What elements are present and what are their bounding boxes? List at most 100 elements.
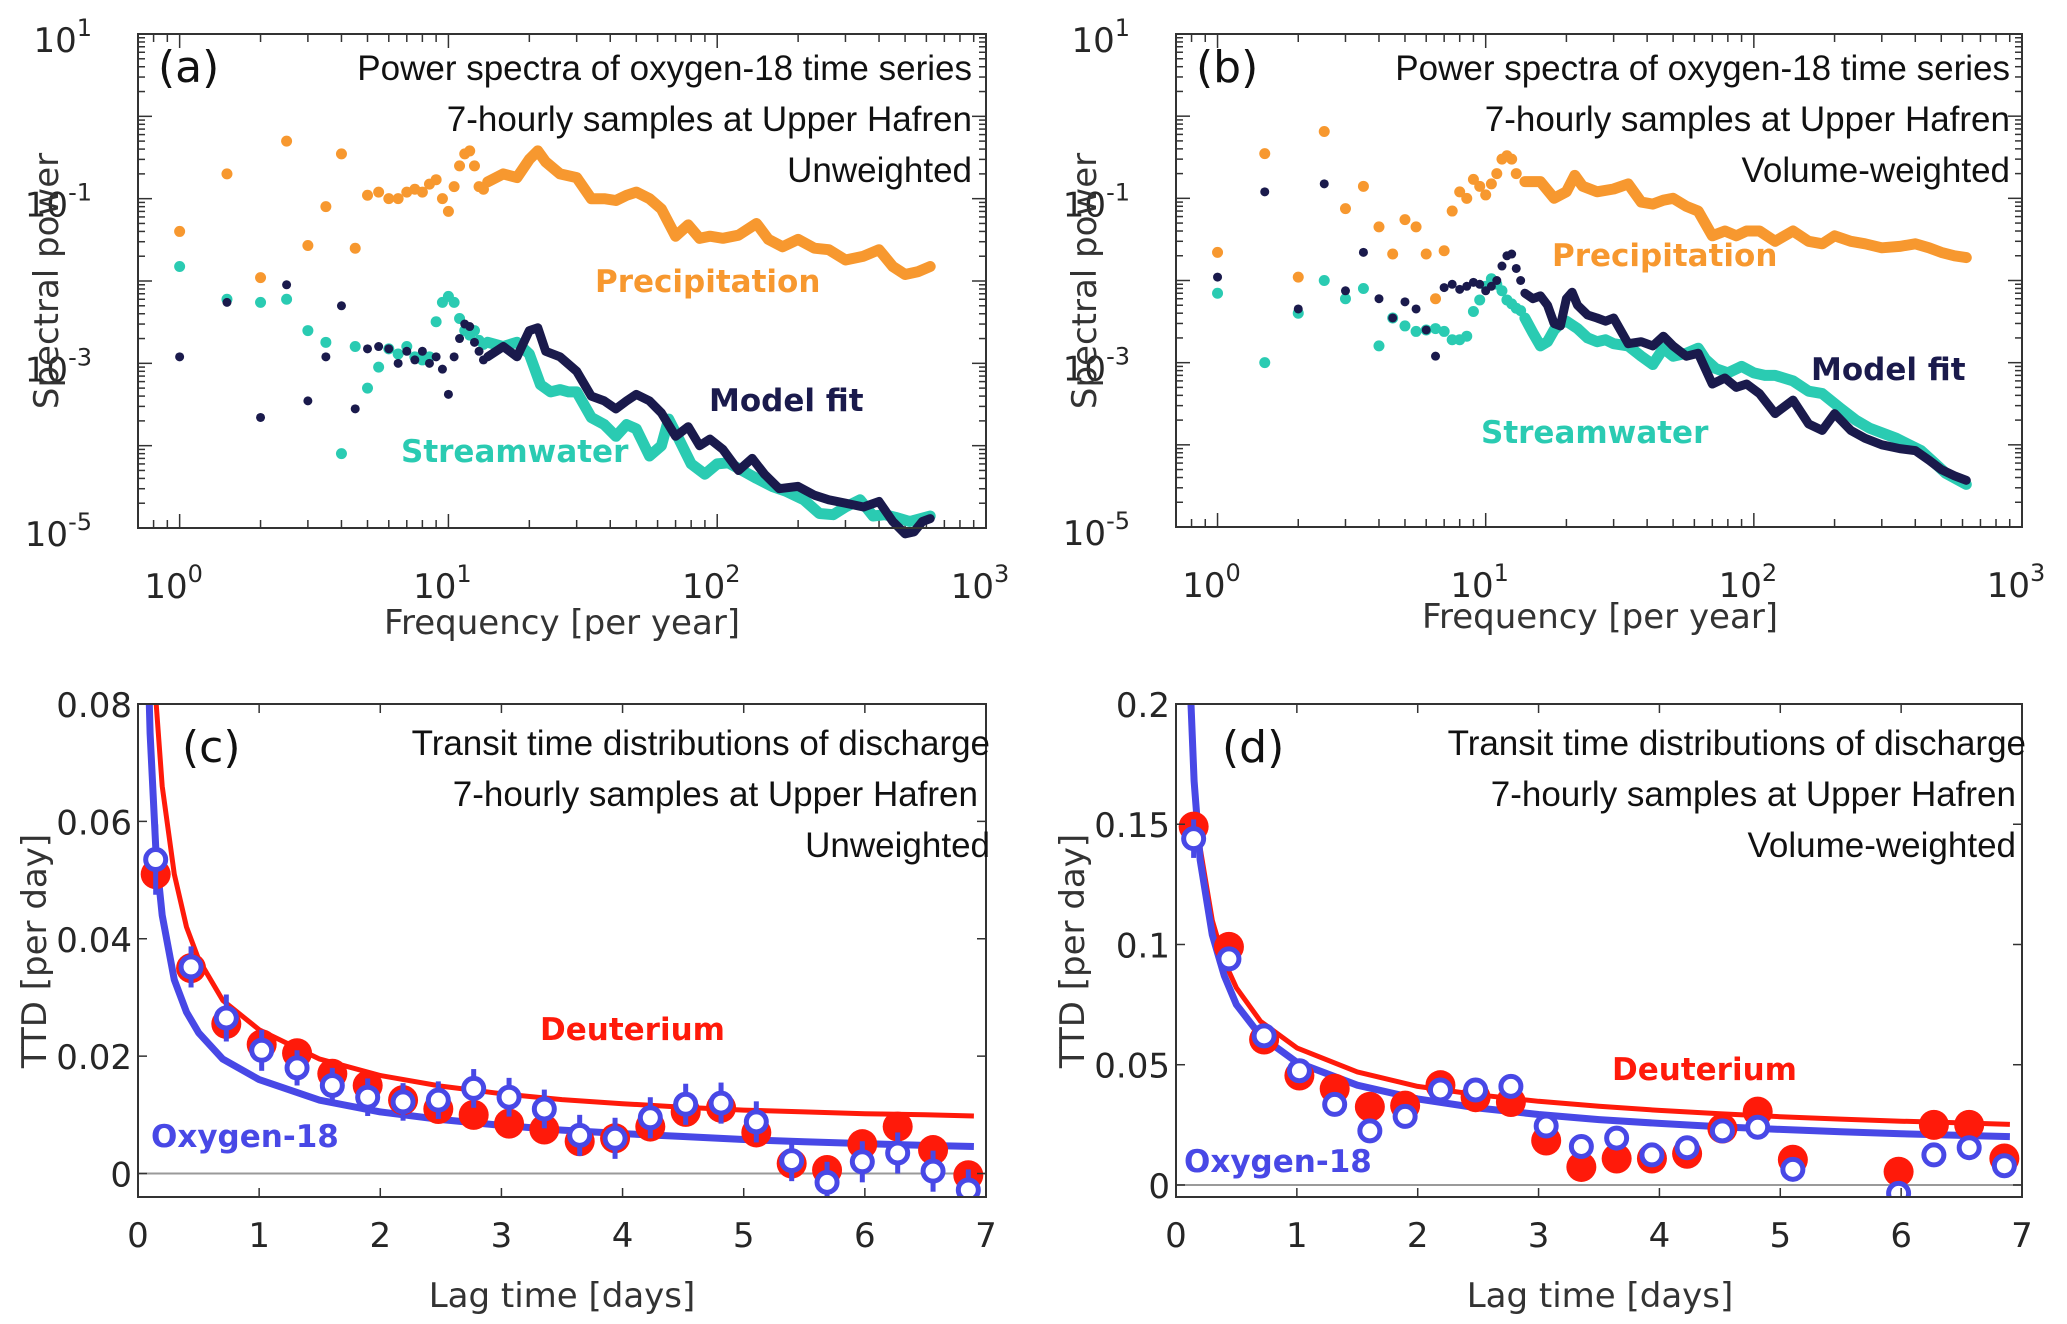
- oxygen-18-point: [1745, 1114, 1771, 1140]
- x-tick-label: 6: [854, 1216, 876, 1256]
- axes-box: [137, 33, 987, 529]
- precipitation-point: [1318, 126, 1330, 138]
- x-tick-label: 100: [144, 560, 203, 607]
- precipitation-point: [1339, 203, 1351, 215]
- model-fit-point: [449, 352, 459, 362]
- model-fit-point: [424, 358, 434, 368]
- streamwater-point: [349, 341, 361, 353]
- label-precipitation: Precipitation: [595, 264, 820, 300]
- oxygen-18-point: [461, 1075, 487, 1101]
- deuterium-point: [1883, 1156, 1914, 1187]
- model-fit-point: [1475, 279, 1485, 289]
- model-fit-point: [1486, 281, 1496, 291]
- model-fit-point: [1213, 272, 1223, 282]
- oxygen-18-point: [849, 1149, 875, 1175]
- precipitation-point: [349, 242, 361, 254]
- precipitation-point: [1506, 153, 1518, 165]
- tick-labels: 0 1 2 3 4 5 6 7 0 0.02 0.04 0.06 0.08: [56, 686, 997, 1256]
- model-fit-point: [374, 342, 384, 352]
- precipitation-point: [1454, 186, 1466, 198]
- clipped-marks: [140, 704, 984, 1197]
- precipitation-point: [335, 148, 347, 160]
- streamwater-point: [1474, 294, 1486, 306]
- model-fit-point: [443, 389, 453, 399]
- oxygen-18-point: [390, 1089, 416, 1115]
- plot-area: [1176, 704, 2022, 1197]
- oxygen-18-point: [1251, 1023, 1277, 1049]
- model-fit-point: [474, 346, 484, 356]
- y-tick-label: 0.02: [56, 1038, 132, 1078]
- oxygen-18-point: [1674, 1135, 1700, 1161]
- oxygen-18-point: [743, 1109, 769, 1135]
- precipitation-point: [392, 193, 404, 205]
- x-tick-label: 5: [1769, 1216, 1791, 1256]
- precipitation-point: [468, 160, 480, 172]
- model-fit-point: [478, 355, 488, 365]
- oxygen-18-point: [284, 1055, 310, 1081]
- y-tick-label: 101: [33, 14, 92, 61]
- precipitation-point: [281, 135, 293, 147]
- x-tick-label: 101: [413, 560, 472, 607]
- oxygen-18-point: [319, 1072, 345, 1098]
- title-line-2: 7-hourly samples at Upper Hafren: [453, 775, 978, 814]
- deuterium-point: [1601, 1143, 1632, 1174]
- model-fit-point: [393, 358, 403, 368]
- precipitation-point: [1491, 168, 1503, 180]
- deuterium-point: [1918, 1109, 1949, 1140]
- precipitation-point: [436, 193, 448, 205]
- x-axis-label: Frequency [per year]: [384, 603, 740, 643]
- precipitation-point: [255, 272, 267, 284]
- precipitation-point: [1430, 293, 1442, 305]
- precipitation-point: [448, 181, 460, 193]
- minor-ticks: [1175, 34, 2022, 528]
- x-tick-label: 102: [682, 560, 741, 607]
- y-tick-label: 0.06: [56, 803, 132, 843]
- oxygen-18-point: [1286, 1058, 1312, 1084]
- data-marks: [1176, 704, 2022, 1197]
- precipitation-line: [1519, 169, 1972, 264]
- title-line-1: Transit time distributions of discharge: [1448, 724, 2026, 763]
- model-fit-point: [1374, 294, 1384, 304]
- precipitation-point: [221, 168, 233, 180]
- y-tick-label: 0.1: [1116, 926, 1170, 966]
- title-line-1: Power spectra of oxygen-18 time series: [357, 49, 972, 88]
- oxygen-18-point: [779, 1148, 805, 1174]
- streamwater-point: [477, 338, 489, 350]
- label-streamwater: Streamwater: [1481, 415, 1709, 451]
- streamwater-point: [1467, 305, 1479, 317]
- y-tick-label: 0.04: [56, 921, 132, 961]
- plot-area: [138, 34, 986, 528]
- oxygen-18-point: [920, 1158, 946, 1184]
- precipitation-point: [1399, 214, 1411, 226]
- label-model-fit: Model fit: [1811, 352, 1966, 388]
- oxygen-18-point: [1921, 1142, 1947, 1168]
- x-tick-label: 6: [1890, 1216, 1912, 1256]
- x-tick-label: 4: [1649, 1216, 1671, 1256]
- streamwater-point: [392, 348, 404, 360]
- panel-letter: (d): [1222, 722, 1284, 773]
- model-fit-point: [321, 352, 331, 362]
- precipitation-point: [1410, 221, 1422, 233]
- y-tick-label: 10-5: [25, 508, 92, 555]
- model-fit-point: [469, 337, 479, 347]
- x-tick-label: 1: [1286, 1216, 1308, 1256]
- precipitation-point: [1259, 148, 1271, 160]
- oxygen-18-point: [1498, 1073, 1524, 1099]
- model-fit-point: [1455, 284, 1465, 294]
- y-tick-label: 10-5: [1063, 507, 1130, 554]
- oxygen-18-point: [1780, 1156, 1806, 1182]
- precipitation-point: [383, 193, 395, 205]
- model-fit-point: [303, 396, 313, 406]
- model-fit-point: [1507, 249, 1517, 259]
- x-tick-label: 4: [612, 1216, 634, 1256]
- streamwater-point: [430, 316, 442, 328]
- model-fit-line: [1520, 287, 1971, 485]
- axes-box: [1175, 33, 2023, 528]
- oxygen-18-point: [602, 1125, 628, 1151]
- model-fit-point: [336, 301, 346, 311]
- model-fit-point: [431, 352, 441, 362]
- precipitation-point: [430, 174, 442, 186]
- model-fit-point: [350, 404, 360, 414]
- model-fit-point: [1340, 286, 1350, 296]
